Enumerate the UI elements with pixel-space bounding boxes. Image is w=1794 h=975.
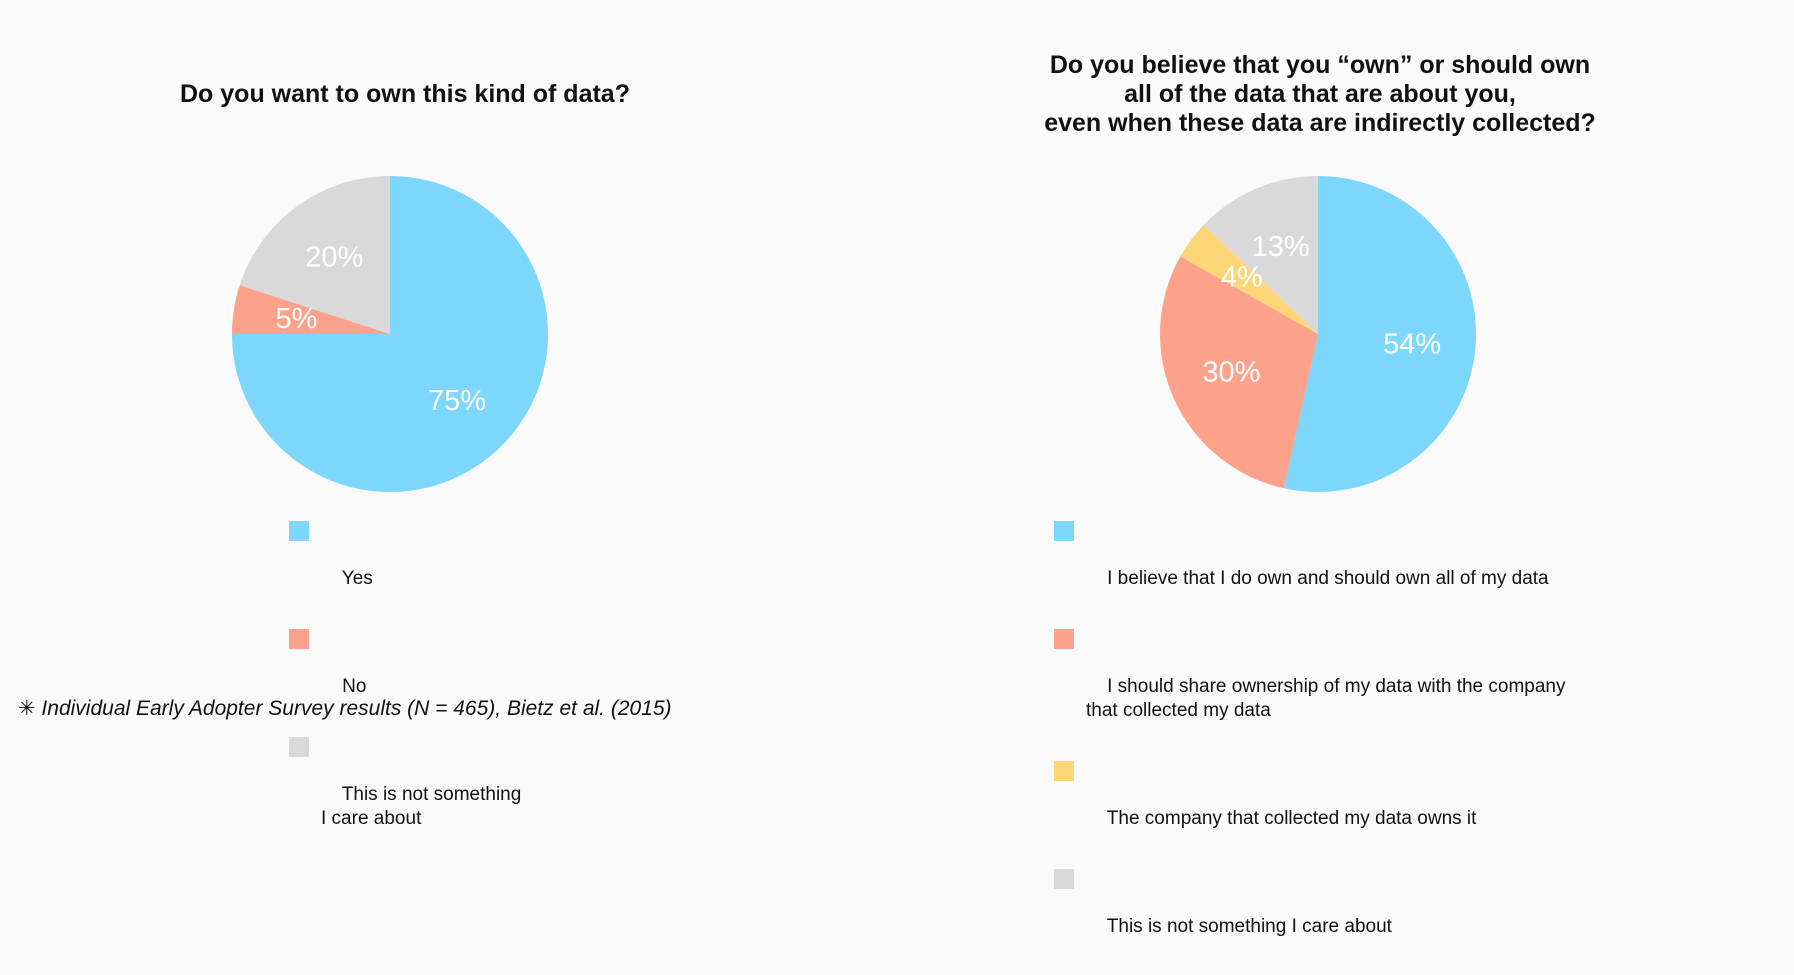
legend-label: The company that collected my data owns … — [1106, 808, 1477, 829]
left-pie-chart: 75% 5% 20% — [232, 176, 548, 492]
legend-item-company-owns: The company that collected my data owns … — [1054, 759, 1565, 855]
legend-item-no: No — [289, 627, 521, 723]
right-chart-title-line-1: Do you believe that you “own” or should … — [1049, 51, 1591, 79]
legend-swatch — [1054, 761, 1074, 781]
right-chart-title: Do you believe that you “own” or should … — [980, 51, 1660, 138]
slice-label-yes: 75% — [428, 385, 486, 417]
slice-label-own-all: 54% — [1383, 328, 1441, 360]
pie-slice-share-ownership — [1160, 256, 1318, 489]
slice-label-no: 5% — [275, 303, 317, 335]
legend-swatch — [1054, 869, 1074, 889]
pie-slice-own-all — [1283, 176, 1476, 492]
right-chart-title-line-2: all of the data that are about you, — [1124, 80, 1516, 108]
legend-label: This is not something I care about — [1106, 916, 1392, 937]
legend-label: This is not something I care about — [321, 784, 522, 829]
right-chart-title-line-3: even when these data are indirectly coll… — [1044, 109, 1596, 137]
slice-label-not-care: 13% — [1252, 231, 1310, 263]
slice-label-share-ownership: 30% — [1202, 357, 1260, 389]
legend-swatch — [289, 737, 309, 757]
legend-label: Yes — [341, 568, 373, 589]
legend-item-not-care: This is not something I care about — [1054, 867, 1565, 963]
legend-label: I believe that I do own and should own a… — [1107, 568, 1549, 589]
pie-slice-company-owns — [1180, 224, 1318, 334]
legend-swatch — [289, 629, 309, 649]
slice-label-company-owns: 4% — [1221, 262, 1263, 294]
legend-label: I should share ownership of my data with… — [1086, 676, 1566, 721]
pie-slice-not-care — [239, 176, 390, 334]
right-legend: I believe that I do own and should own a… — [1054, 519, 1565, 975]
legend-item-share-ownership: I should share ownership of my data with… — [1054, 627, 1565, 747]
slice-label-not-care: 20% — [305, 241, 363, 273]
legend-swatch — [1054, 521, 1074, 541]
pie-slice-no — [232, 285, 390, 334]
legend-item-own-all: I believe that I do own and should own a… — [1054, 519, 1565, 615]
left-legend: Yes No This is not something I care abou… — [289, 519, 521, 867]
legend-swatch — [289, 521, 309, 541]
left-chart-title-text: Do you want to own this kind of data? — [180, 80, 630, 108]
legend-item-yes: Yes — [289, 519, 521, 615]
right-pie-chart: 54% 30% 4% 13% — [1160, 176, 1476, 492]
footnote: ✳ Individual Early Adopter Survey result… — [18, 697, 672, 720]
left-chart-title: Do you want to own this kind of data? — [130, 80, 680, 109]
legend-label: No — [342, 676, 367, 697]
legend-swatch — [1054, 629, 1074, 649]
legend-item-not-care: This is not something I care about — [289, 735, 521, 855]
pie-slice-not-care — [1203, 176, 1318, 334]
